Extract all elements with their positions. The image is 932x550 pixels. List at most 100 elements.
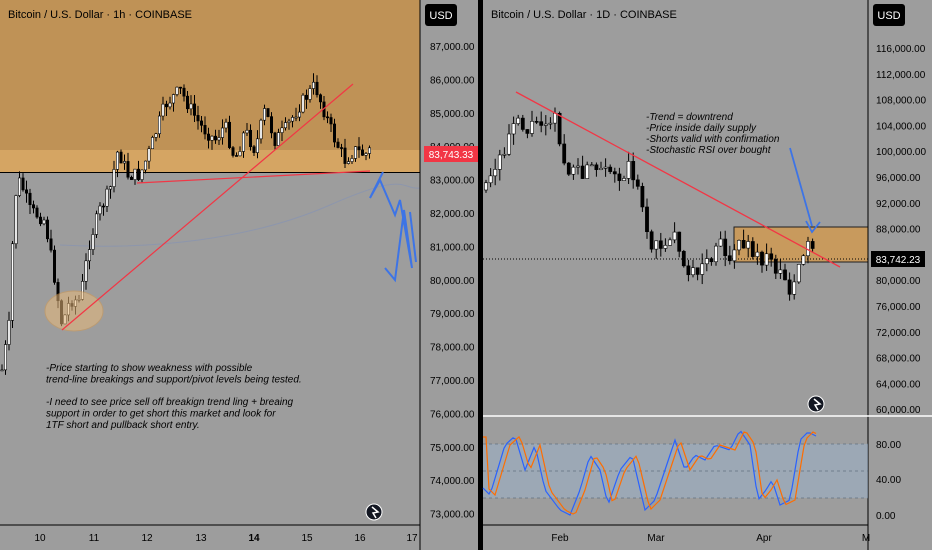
price-tick-label: 64,000.00 <box>876 379 921 390</box>
candle-body <box>105 188 109 207</box>
candle-body <box>599 167 603 170</box>
candle-body <box>539 121 544 126</box>
candle-body <box>269 116 273 134</box>
candle-body <box>217 137 221 141</box>
price-tick-label: 87,000.00 <box>430 42 475 53</box>
right-chart-title: Bitcoin / U.S. Dollar · 1D · COINBASE <box>491 9 677 21</box>
candle-body <box>311 81 315 89</box>
candle-body <box>109 186 113 190</box>
candle-body <box>193 103 197 116</box>
candle-body <box>214 135 218 141</box>
stoch-axis[interactable]: 80.00 40.00 0.00 <box>876 440 901 522</box>
left-price-axis[interactable]: 87,000.0086,000.0085,000.0084,000.0083,0… <box>430 42 475 521</box>
right-candles <box>484 107 815 301</box>
candle-body <box>262 108 266 121</box>
candle-body <box>737 240 741 251</box>
candle-body <box>339 147 343 149</box>
price-tick-label: 80,000.00 <box>876 276 921 287</box>
left-replay-icon[interactable] <box>365 503 383 521</box>
right-currency-button[interactable]: USD <box>873 4 905 26</box>
candle-body <box>123 161 127 164</box>
candle-body <box>158 115 162 135</box>
candle-body <box>17 177 21 196</box>
candle-body <box>612 171 617 175</box>
candle-body <box>266 108 270 117</box>
candle-body <box>175 86 179 95</box>
price-tick-label: 75,000.00 <box>430 443 475 454</box>
left-annotation-text: -Price starting to show weakness with po… <box>46 363 302 431</box>
candle-body <box>52 249 56 283</box>
candle-body <box>7 320 11 345</box>
annotation-line: -Price inside daily supply <box>646 123 757 134</box>
candle-body <box>553 112 557 124</box>
candle-body <box>663 245 668 249</box>
candle-body <box>172 94 176 104</box>
candle-body <box>224 121 228 129</box>
supply-zone-left <box>0 0 420 172</box>
candle-body <box>336 141 340 148</box>
candle-body <box>207 133 211 141</box>
price-tick-label: 92,000.00 <box>876 199 921 210</box>
daily-arrow-head <box>805 220 821 234</box>
left-price-label: 83,743.33 <box>424 146 478 162</box>
candle-body <box>49 238 53 251</box>
stoch-tick-label: 40.00 <box>876 475 901 486</box>
candle-body <box>112 169 116 187</box>
candle-body <box>95 213 99 235</box>
candle-body <box>589 164 594 167</box>
time-tick-label: 16 <box>354 533 366 544</box>
time-tick-label: M <box>862 533 870 544</box>
candle-body <box>769 253 774 260</box>
candle-body <box>301 94 305 113</box>
candle-body <box>133 168 137 180</box>
candle-body <box>654 240 659 250</box>
time-tick-label: 17 <box>406 533 418 544</box>
price-tick-label: 108,000.00 <box>876 96 926 107</box>
candle-body <box>242 132 246 152</box>
candle-body <box>525 129 530 134</box>
left-candles <box>0 73 371 375</box>
price-tick-label: 76,000.00 <box>430 409 475 420</box>
candle-body <box>35 207 39 218</box>
daily-projection-arrow <box>789 147 813 227</box>
annotation-line: support in order to get short this marke… <box>46 409 276 420</box>
candle-body <box>21 177 25 191</box>
stoch-tick-label: 80.00 <box>876 440 901 451</box>
price-tick-label: 116,000.00 <box>876 44 926 55</box>
candle-body <box>116 151 120 170</box>
right-chart-panel[interactable]: Bitcoin / U.S. Dollar · 1D · COINBASE 11… <box>482 0 932 550</box>
supply-zone-glow <box>0 150 420 172</box>
candle-body <box>640 186 645 208</box>
candle-body <box>350 158 354 162</box>
candle-body <box>200 120 204 126</box>
panel-divider[interactable] <box>478 0 483 550</box>
svg-text:USD: USD <box>877 10 900 22</box>
candle-body <box>42 219 46 225</box>
annotation-line: -Trend = downtrend <box>646 112 733 123</box>
candle-body <box>709 258 714 263</box>
annotation-line: -Stochastic RSI over bought <box>646 145 772 156</box>
right-time-axis[interactable]: Feb Mar Apr M <box>551 533 870 544</box>
candle-body <box>608 166 613 172</box>
left-time-axis[interactable]: 10 11 12 13 14 15 16 17 <box>34 533 418 544</box>
rising-trendline <box>61 83 354 331</box>
candle-body <box>249 129 253 148</box>
candle-body <box>691 267 695 276</box>
candle-body <box>557 112 562 145</box>
time-tick-label: 13 <box>195 533 207 544</box>
projection-arrow-2 <box>409 211 417 263</box>
left-currency-button[interactable]: USD <box>425 4 457 26</box>
right-replay-icon[interactable] <box>807 395 825 413</box>
candle-body <box>594 164 599 170</box>
right-price-axis[interactable]: 116,000.00 112,000.00 108,000.00 104,000.00… <box>876 44 926 416</box>
candle-body <box>668 239 672 246</box>
candle-body <box>792 281 797 295</box>
candle-body <box>203 125 207 135</box>
left-chart-panel[interactable]: Bitcoin / U.S. Dollar · 1h · COINBASE 87… <box>0 0 478 550</box>
time-tick-label: 14 <box>248 533 260 544</box>
right-price-label: 83,742.23 <box>871 251 925 267</box>
stoch-d-line <box>483 431 817 515</box>
candle-body <box>343 147 347 164</box>
candle-body <box>38 216 42 225</box>
candle-body <box>723 238 728 256</box>
